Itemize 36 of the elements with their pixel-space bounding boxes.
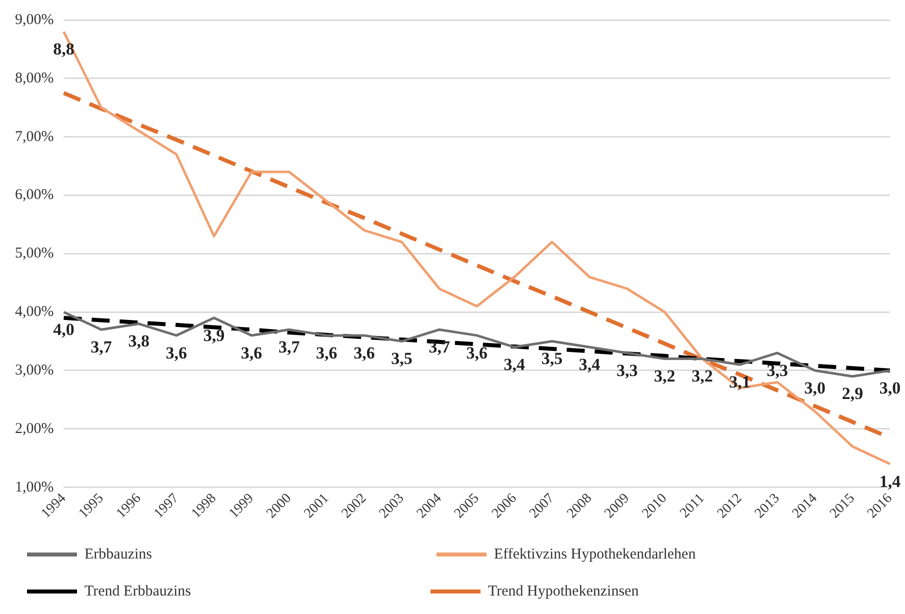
- data-label: 4,0: [53, 320, 74, 339]
- data-label: 3,4: [504, 355, 526, 374]
- y-tick-label: 2,00%: [14, 420, 54, 437]
- data-label: 2,9: [842, 384, 864, 404]
- y-tick-label: 7,00%: [14, 128, 54, 145]
- data-label: 3,4: [578, 355, 601, 374]
- data-label: 3,6: [166, 343, 188, 362]
- legend-label: Trend Erbbauzins: [84, 583, 409, 600]
- y-tick-label: 3,00%: [14, 362, 54, 378]
- data-label: 3,7: [90, 337, 112, 356]
- data-label: 3,8: [128, 332, 150, 351]
- y-tick-label: 5,00%: [14, 246, 54, 262]
- y-tick-label: 8,00%: [14, 70, 54, 86]
- data-label: 3,0: [879, 378, 901, 398]
- data-label: 1,4: [879, 472, 902, 491]
- data-label: 3,2: [654, 366, 676, 386]
- data-label: 3,5: [541, 349, 563, 368]
- data-label: 3,7: [428, 337, 450, 356]
- data-label: 3,5: [391, 349, 412, 368]
- y-tick-label: 1,00%: [14, 479, 54, 496]
- legend-label: Erbbauzins: [84, 546, 414, 562]
- data-label: 3,9: [203, 326, 225, 345]
- data-label: 3,3: [766, 360, 788, 380]
- data-label: 3,7: [278, 337, 300, 356]
- legend-label: Effektivzins Hypothekendarlehen: [494, 546, 696, 562]
- data-label: 3,6: [354, 343, 375, 362]
- data-label: 3,0: [804, 378, 826, 398]
- data-label: 3,2: [692, 366, 713, 386]
- data-label: 3,6: [316, 343, 338, 362]
- data-label: 3,6: [466, 343, 488, 362]
- data-label: 3,3: [616, 360, 638, 380]
- y-tick-label: 4,00%: [14, 304, 54, 320]
- data-label: 3,6: [240, 343, 262, 362]
- legend-label: Trend Hypothekenzinsen: [488, 583, 640, 600]
- y-tick-label: 9,00%: [14, 12, 54, 28]
- y-tick-label: 6,00%: [14, 187, 54, 204]
